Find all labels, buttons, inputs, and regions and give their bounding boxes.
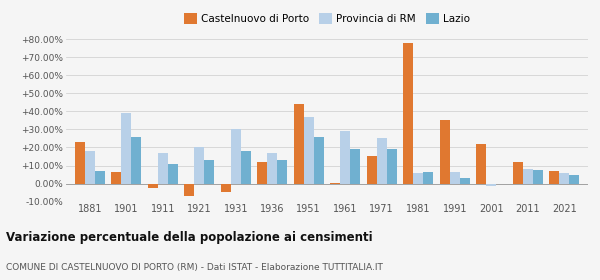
Bar (221, 184, 231, 192)
Text: Variazione percentuale della popolazione ai censimenti: Variazione percentuale della popolazione… (6, 231, 373, 244)
Bar (121, 113, 131, 184)
Bar (377, 138, 386, 184)
Bar (423, 172, 433, 184)
Bar (294, 104, 304, 184)
Text: COMUNE DI CASTELNUOVO DI PORTO (RM) - Dati ISTAT - Elaborazione TUTTITALIA.IT: COMUNE DI CASTELNUOVO DI PORTO (RM) - Da… (6, 263, 383, 272)
Bar (440, 120, 450, 184)
Bar (386, 149, 397, 184)
Bar (204, 160, 214, 184)
Bar (460, 178, 470, 184)
Bar (148, 184, 158, 188)
Bar (231, 129, 241, 184)
Bar (487, 184, 496, 186)
Bar (340, 131, 350, 184)
Legend: Castelnuovo di Porto, Provincia di RM, Lazio: Castelnuovo di Porto, Provincia di RM, L… (180, 9, 474, 28)
Bar (367, 157, 377, 184)
Bar (559, 173, 569, 184)
Bar (194, 148, 204, 184)
Bar (476, 144, 487, 184)
Bar (277, 160, 287, 184)
Bar (569, 176, 579, 184)
Bar (350, 149, 360, 184)
Bar (314, 137, 323, 184)
Bar (523, 169, 533, 184)
Bar (533, 170, 542, 184)
Bar (184, 184, 194, 196)
Bar (75, 142, 85, 184)
Bar (257, 162, 268, 184)
Bar (85, 151, 95, 184)
Bar (95, 171, 104, 184)
Bar (167, 164, 178, 184)
Bar (112, 172, 121, 184)
Bar (496, 184, 506, 185)
Bar (450, 172, 460, 184)
Bar (158, 153, 167, 184)
Bar (550, 171, 559, 184)
Bar (403, 43, 413, 184)
Bar (413, 173, 423, 184)
Bar (131, 137, 141, 184)
Bar (268, 153, 277, 184)
Bar (304, 117, 314, 184)
Bar (241, 151, 251, 184)
Bar (331, 183, 340, 184)
Bar (513, 162, 523, 184)
